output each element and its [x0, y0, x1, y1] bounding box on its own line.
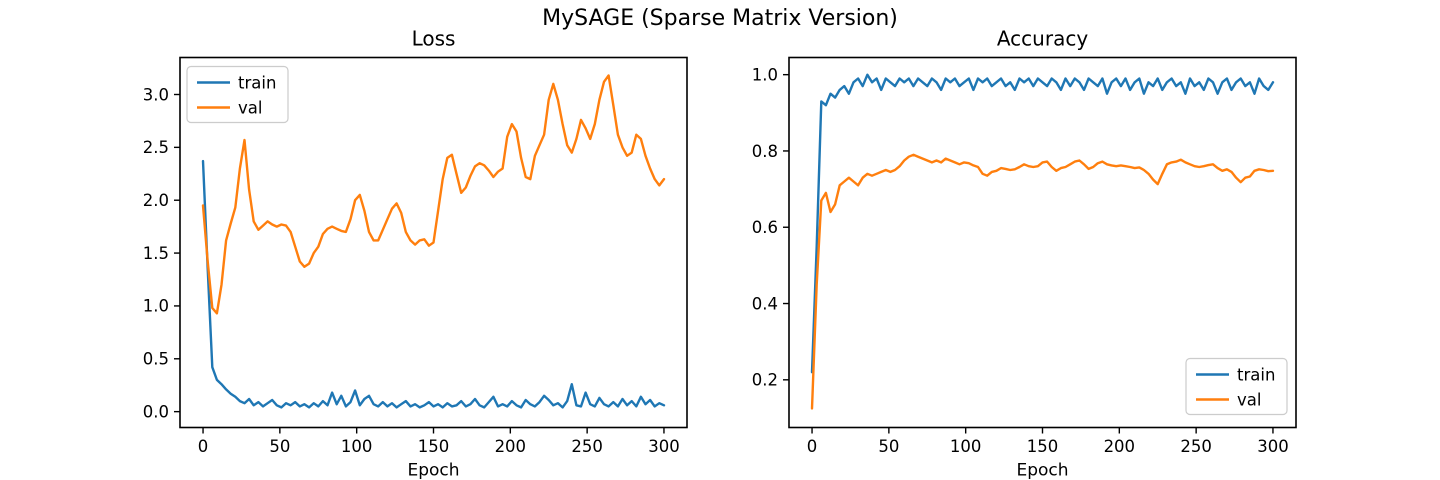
subplot-loss: 0 50 100 150 200 250 300 0.0 0.5 1.0 1.5 2.0 2.5 3.0 L…	[143, 27, 688, 480]
x-tick-label: 50	[878, 437, 899, 456]
x-tick-label: 150	[1027, 437, 1059, 456]
x-tick-label: 200	[495, 437, 527, 456]
figure-title: MySAGE (Sparse Matrix Version)	[542, 6, 898, 31]
x-tick-label: 100	[950, 437, 982, 456]
subplot-accuracy: 0 50 100 150 200 250 300 0.2 0.4 0.6 0.8 1.0 Accurac…	[752, 27, 1297, 480]
y-tick-label: 0.2	[752, 371, 778, 390]
x-tick-label: 0	[807, 437, 818, 456]
y-tick-label: 0.5	[143, 350, 169, 369]
x-tick-label: 300	[1257, 437, 1289, 456]
legend-label-train: train	[1237, 365, 1275, 384]
y-tick-label: 1.0	[143, 297, 169, 316]
y-tick-label: 0.4	[752, 294, 778, 313]
loss-xlabel: Epoch	[407, 461, 459, 480]
y-tick-label: 0.8	[752, 142, 778, 161]
y-tick-label: 1.5	[143, 244, 169, 263]
y-tick-label: 2.0	[143, 191, 169, 210]
x-tick-label: 0	[198, 437, 209, 456]
y-tick-label: 0.6	[752, 218, 778, 237]
legend-label-val: val	[1237, 390, 1261, 409]
x-tick-label: 100	[341, 437, 373, 456]
y-tick-label: 0.0	[143, 402, 169, 421]
legend-label-val: val	[238, 98, 262, 117]
x-tick-label: 50	[269, 437, 290, 456]
accuracy-val-line	[810, 153, 1275, 410]
y-tick-label: 3.0	[143, 85, 169, 104]
accuracy-title: Accuracy	[997, 27, 1088, 51]
x-tick-label: 200	[1104, 437, 1136, 456]
loss-train-line	[201, 159, 666, 409]
x-tick-label: 250	[571, 437, 603, 456]
x-tick-label: 150	[418, 437, 450, 456]
loss-title: Loss	[412, 27, 456, 51]
accuracy-xlabel: Epoch	[1016, 461, 1068, 480]
x-tick-label: 300	[648, 437, 680, 456]
x-tick-label: 250	[1180, 437, 1212, 456]
y-tick-label: 1.0	[752, 65, 778, 84]
legend-label-train: train	[238, 73, 276, 92]
y-tick-label: 2.5	[143, 138, 169, 157]
loss-val-line	[201, 74, 666, 315]
accuracy-train-line	[810, 73, 1275, 374]
